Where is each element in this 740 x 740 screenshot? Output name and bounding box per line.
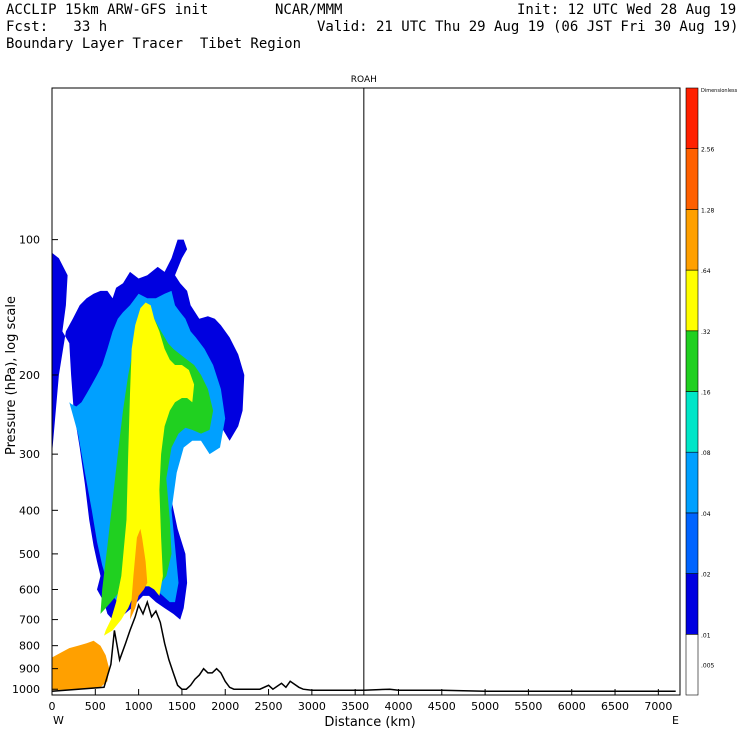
y-tick-label: 300 [19,448,40,461]
x-tick-label: 6500 [601,700,629,713]
colorbar-swatch [685,573,699,635]
colorbar-swatch [685,391,699,453]
y-tick-label: 900 [19,663,40,676]
x-tick-label: 2500 [255,700,283,713]
colorbar-swatch [685,87,699,150]
x-tick-label: 7000 [644,700,672,713]
colorbar-label: .32 [701,329,711,336]
colorbar-label: .02 [701,572,711,579]
colorbar-label: .64 [701,268,711,275]
contour-0.64-4 [52,640,110,691]
x-tick-label: 6000 [558,700,586,713]
colorbar-label: 2.56 [701,147,715,154]
x-tick-label: 4500 [428,700,456,713]
x-tick-label: 4000 [384,700,412,713]
header-institution: NCAR/MMM [275,2,343,18]
y-tick-label: 800 [19,640,40,653]
x-tick-label: 5000 [471,700,499,713]
y-tick-label: 100 [19,234,40,247]
terrain-line [51,599,676,692]
colorbar-swatch [685,451,699,514]
y-tick-label: 600 [19,583,40,596]
roah-marker-label: ROAH [351,75,377,85]
x-tick-label: 2000 [211,700,239,713]
y-tick-label: 1000 [12,683,40,696]
y-axis-label: Pressure (hPa), log scale [4,296,19,455]
colorbar-swatch [685,148,699,210]
y-axis: 100 200 300 400 500 600 700 800 900 1000 [12,234,58,696]
colorbar-swatch [685,633,699,696]
colorbar-label: .01 [701,632,711,639]
contour-0.64-5 [130,528,148,620]
header-forecast-hour: Fcst: 33 h [6,19,108,35]
colorbar-label: .08 [701,450,711,457]
y-tick-label: 200 [19,369,40,382]
x-tick-label: 0 [49,700,56,713]
x-axis: 0 500 1000 1500 2000 2500 3000 3500 4000 4500 5000… [49,689,672,713]
east-label: E [672,714,679,727]
header-init-time: Init: 12 UTC Wed 28 Aug 19 [517,2,737,18]
west-label: W [53,714,64,727]
contour-0.32-3 [104,302,195,636]
colorbar-swatch [685,209,699,271]
x-axis-label: Distance (km) [324,715,415,730]
colorbar-label: 1.28 [701,207,715,214]
x-tick-label: 1000 [125,700,153,713]
colorbar-label: .16 [701,390,711,397]
colorbar-label: .04 [701,511,711,518]
x-tick-label: 3000 [298,700,326,713]
tracer-contours [52,239,245,691]
y-tick-label: 400 [19,504,40,517]
colorbar: .005 .01 .02 .04 .08 .16 .32 .64 1.28 2.56 Dimensi… [685,87,738,696]
header-model: ACCLIP 15km ARW-GFS init [6,2,209,18]
x-tick-label: 3500 [341,700,369,713]
x-tick-label: 500 [85,700,106,713]
colorbar-swatch [685,512,699,574]
colorbar-swatch [685,330,699,392]
header-field-name: Boundary Layer Tracer Tibet Region [6,36,302,52]
x-tick-label: 1500 [168,700,196,713]
colorbar-swatch [685,269,699,332]
colorbar-label: .005 [701,663,715,670]
header-valid-time: Valid: 21 UTC Thu 29 Aug 19 (06 JST Fri … [317,19,739,35]
plot-frame [51,87,681,696]
y-tick-label: 500 [19,548,40,561]
colorbar-unit: Dimensionless [701,88,738,94]
y-tick-label: 700 [19,614,40,627]
x-tick-label: 5500 [514,700,542,713]
